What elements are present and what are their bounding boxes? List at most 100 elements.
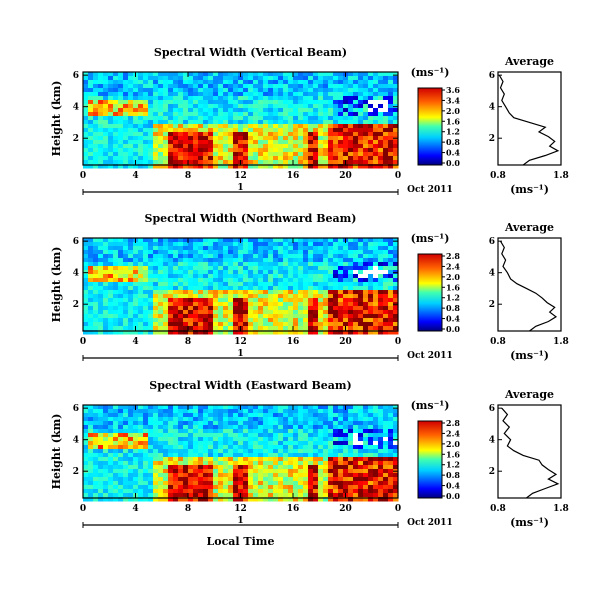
- y-axis-label: Height (km): [50, 414, 63, 490]
- panel-title: Spectral Width (Eastward Beam): [149, 379, 351, 392]
- x-tick-label: 20: [339, 337, 352, 347]
- profile-y-tick-label: 2: [489, 300, 495, 310]
- colorbar-tick-label: 1.2: [446, 460, 460, 470]
- colorbar: [417, 420, 443, 499]
- y-tick-label: 6: [73, 71, 79, 81]
- heatmap-field: [83, 72, 399, 169]
- panel-title: Spectral Width (Northward Beam): [145, 212, 357, 225]
- profile-y-tick-label: 6: [489, 404, 495, 414]
- x-tick-label: 12: [234, 171, 247, 181]
- colorbar: [417, 253, 443, 332]
- profile-x-label: (ms⁻¹): [510, 183, 549, 196]
- profile-line: [499, 240, 558, 332]
- colorbar-tick-label: 0.8: [446, 470, 460, 480]
- profile-x-label: (ms⁻¹): [510, 349, 549, 362]
- colorbar-tick-label: 2.0: [446, 106, 460, 116]
- colorbar-tick-label: 2.8: [446, 418, 460, 428]
- x-tick-label: 0: [395, 171, 401, 181]
- profile-frame: [497, 237, 562, 332]
- x-tick-label: 0: [395, 504, 401, 514]
- colorbar-tick-label: 1.6: [446, 449, 460, 459]
- colorbar-tick-label: 3.4: [446, 95, 460, 105]
- colorbar-tick-label: 0.0: [446, 491, 460, 501]
- x-tick-label: 12: [234, 337, 247, 347]
- y-tick-label: 4: [73, 436, 79, 446]
- profile-y-tick-label: 4: [489, 436, 495, 446]
- x-tick-label: 4: [132, 171, 138, 181]
- colorbar-tick-label: 0.4: [446, 481, 460, 491]
- x-tick-label: 4: [132, 337, 138, 347]
- colorbar-tick-label: 3.6: [446, 85, 460, 95]
- x-tick-label: 4: [132, 504, 138, 514]
- colorbar-tick-label: 1.2: [446, 293, 460, 303]
- profile-y-tick-label: 6: [489, 71, 495, 81]
- date-day-label: 1: [237, 516, 243, 526]
- profile-y-tick-label: 2: [489, 134, 495, 144]
- profile-line: [498, 74, 560, 166]
- date-day-label: 1: [237, 183, 243, 193]
- profile-y-tick-label: 2: [489, 467, 495, 477]
- colorbar-unit: (ms⁻¹): [411, 66, 450, 79]
- x-tick-label: 8: [185, 337, 191, 347]
- panel-title: Spectral Width (Vertical Beam): [154, 46, 347, 59]
- y-tick-label: 4: [73, 103, 79, 113]
- x-tick-label: 20: [339, 171, 352, 181]
- x-tick-label: 12: [234, 504, 247, 514]
- colorbar-tick-label: 0.4: [446, 148, 460, 158]
- profile-x-tick-label: 0.8: [490, 504, 506, 514]
- heatmap-field: [83, 238, 399, 335]
- x-tick-label: 0: [395, 337, 401, 347]
- panel-2: Spectral Width (Northward Beam) 6 4 2 Height…: [50, 212, 569, 362]
- colorbar-tick-label: 2.4: [446, 428, 460, 438]
- profile-x-label: (ms⁻¹): [510, 516, 549, 529]
- panel-1: Spectral Width (Vertical Beam) 6 4 2 Height …: [50, 46, 569, 196]
- y-axis-label: Height (km): [50, 247, 63, 323]
- date-month-label: Oct 2011: [407, 518, 453, 528]
- x-tick-label: 20: [339, 504, 352, 514]
- y-tick-label: 2: [73, 300, 79, 310]
- x-axis-label: Local Time: [207, 535, 275, 548]
- y-tick-label: 6: [73, 237, 79, 247]
- y-tick-label: 6: [73, 404, 79, 414]
- x-tick-label: 16: [287, 171, 300, 181]
- profile-y-tick-label: 6: [489, 237, 495, 247]
- date-month-label: Oct 2011: [407, 185, 453, 195]
- y-axis-label: Height (km): [50, 81, 63, 157]
- colorbar-tick-label: 0.4: [446, 314, 460, 324]
- colorbar-tick-label: 2.0: [446, 439, 460, 449]
- panel-3: Spectral Width (Eastward Beam) 6 4 2 Height …: [50, 379, 569, 548]
- profile-line: [501, 407, 560, 499]
- colorbar-tick-label: 0.0: [446, 158, 460, 168]
- profile-x-tick-label: 0.8: [490, 337, 506, 347]
- profile-x-tick-label: 0.8: [490, 171, 506, 181]
- profile-frame: [497, 404, 562, 499]
- profile-frame: [497, 71, 562, 166]
- profile-x-tick-label: 1.8: [553, 171, 569, 181]
- colorbar-tick-label: 1.2: [446, 127, 460, 137]
- colorbar-tick-label: 0.8: [446, 137, 460, 147]
- colorbar-tick-label: 1.6: [446, 116, 460, 126]
- date-day-label: 1: [237, 349, 243, 359]
- profile-y-tick-label: 4: [489, 269, 495, 279]
- colorbar-tick-label: 0.8: [446, 303, 460, 313]
- colorbar-tick-label: 0.0: [446, 324, 460, 334]
- y-tick-label: 2: [73, 467, 79, 477]
- profile-x-tick-label: 1.8: [553, 504, 569, 514]
- colorbar-tick-label: 2.0: [446, 272, 460, 282]
- colorbar: [417, 87, 443, 166]
- colorbar-unit: (ms⁻¹): [411, 399, 450, 412]
- x-tick-label: 0: [80, 337, 86, 347]
- x-tick-label: 8: [185, 171, 191, 181]
- date-month-label: Oct 2011: [407, 351, 453, 361]
- heatmap-field: [83, 405, 399, 502]
- y-tick-label: 4: [73, 269, 79, 279]
- y-tick-label: 2: [73, 134, 79, 144]
- colorbar-tick-label: 2.8: [446, 251, 460, 261]
- colorbar-tick-label: 2.4: [446, 261, 460, 271]
- profile-title: Average: [504, 55, 554, 68]
- x-tick-label: 0: [80, 171, 86, 181]
- x-tick-label: 16: [287, 504, 300, 514]
- profile-x-tick-label: 1.8: [553, 337, 569, 347]
- x-tick-label: 0: [80, 504, 86, 514]
